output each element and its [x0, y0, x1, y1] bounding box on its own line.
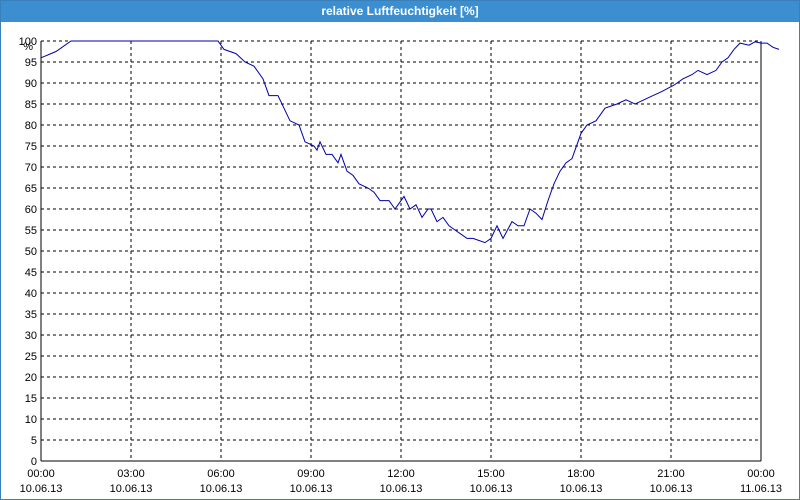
x-tick-date: 10.06.13 — [110, 483, 153, 495]
x-tick-date: 10.06.13 — [470, 483, 513, 495]
y-tick-label: 15 — [25, 393, 37, 405]
x-tick-time: 00:00 — [27, 468, 55, 480]
x-axis-ticks: 00:00 10.06.13 03:00 10.06.13 06:00 10.06.13 0… — [20, 468, 782, 495]
y-tick-label: 45 — [25, 267, 37, 279]
y-tick-label: 5 — [31, 435, 37, 447]
y-tick-label: 30 — [25, 330, 37, 342]
x-tick-time: 15:00 — [477, 468, 505, 480]
y-tick-label: 90 — [25, 78, 37, 90]
x-tick-time: 06:00 — [207, 468, 235, 480]
y-axis-label: % — [23, 41, 33, 53]
x-tick-time: 18:00 — [567, 468, 595, 480]
chart-title: relative Luftfeuchtigkeit [%] — [1, 1, 799, 22]
y-tick-label: 70 — [25, 162, 37, 174]
y-tick-label: 55 — [25, 225, 37, 237]
y-tick-label: 65 — [25, 183, 37, 195]
y-tick-label: 10 — [25, 414, 37, 426]
y-tick-label: 50 — [25, 246, 37, 258]
x-tick-time: 12:00 — [387, 468, 415, 480]
x-tick-date: 10.06.13 — [560, 483, 603, 495]
x-tick-date: 10.06.13 — [290, 483, 333, 495]
y-tick-label: 85 — [25, 99, 37, 111]
x-tick-time: 00:00 — [747, 468, 775, 480]
y-tick-label: 0 — [31, 456, 37, 468]
x-tick-date: 10.06.13 — [20, 483, 63, 495]
humidity-series — [40, 40, 780, 244]
x-tick-date: 11.06.13 — [740, 483, 782, 495]
x-tick-time: 09:00 — [297, 468, 325, 480]
y-tick-label: 100 — [19, 36, 37, 48]
y-tick-label: 95 — [25, 57, 37, 69]
x-tick-date: 10.06.13 — [200, 483, 243, 495]
y-tick-label: 75 — [25, 141, 37, 153]
y-axis-ticks: 0 5 10 15 20 25 30 35 40 45 50 55 60 65 70 75 80 85 90 95 10… — [19, 36, 37, 468]
x-tick-date: 10.06.13 — [650, 483, 693, 495]
grid-lines — [40, 40, 762, 462]
x-tick-time: 03:00 — [117, 468, 145, 480]
y-tick-label: 80 — [25, 120, 37, 132]
y-tick-label: 60 — [25, 204, 37, 216]
y-tick-label: 25 — [25, 351, 37, 363]
y-tick-label: 20 — [25, 372, 37, 384]
humidity-line — [40, 40, 780, 244]
x-tick-time: 21:00 — [657, 468, 685, 480]
y-tick-label: 35 — [25, 309, 37, 321]
x-tick-date: 10.06.13 — [380, 483, 423, 495]
y-tick-label: 40 — [25, 288, 37, 300]
